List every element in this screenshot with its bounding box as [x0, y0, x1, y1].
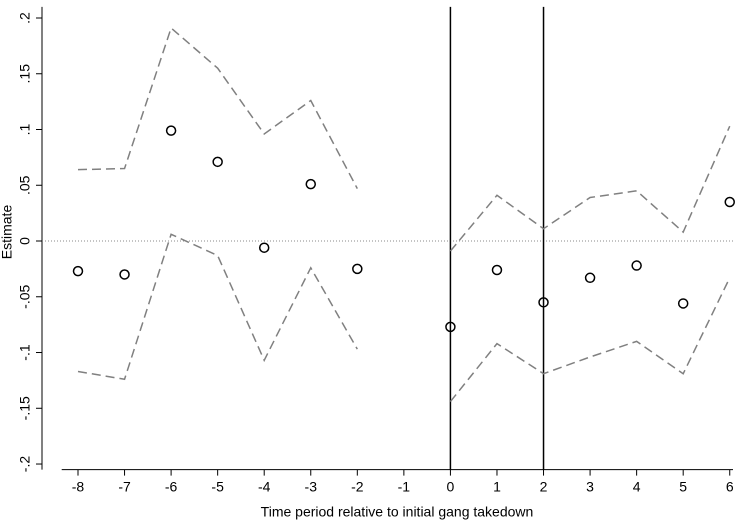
point [631, 260, 642, 271]
x-tick-label: 6 [726, 478, 734, 494]
y-tick-label: -.1 [17, 344, 33, 361]
x-tick-label: -2 [351, 478, 364, 494]
x-tick-label: 0 [447, 478, 455, 494]
y-tick-label: .1 [17, 123, 33, 135]
point [491, 264, 503, 276]
x-tick-label: 1 [493, 478, 501, 494]
y-tick-label: 0 [17, 237, 33, 245]
x-tick-label: -7 [118, 478, 131, 494]
x-tick-label: 4 [633, 478, 641, 494]
y-tick-label: -.15 [17, 396, 33, 420]
x-tick-label: -5 [211, 478, 224, 494]
point [119, 269, 130, 280]
x-tick-label: -6 [165, 478, 178, 494]
y-tick-label: -.2 [17, 456, 33, 473]
y-tick-label: .2 [17, 12, 33, 24]
point [212, 156, 223, 168]
ci-line [77, 26, 731, 252]
x-tick-label: -8 [72, 478, 85, 494]
x-tick-label: 2 [540, 478, 548, 494]
point [445, 321, 456, 333]
point [584, 272, 596, 284]
point [165, 125, 177, 136]
point [538, 297, 549, 308]
point [677, 298, 689, 309]
point [305, 178, 317, 190]
y-tick-label: .15 [17, 64, 33, 84]
x-tick-label: -1 [398, 478, 411, 494]
point [352, 263, 363, 275]
x-tick-label: 3 [586, 478, 594, 494]
x-tick-label: -3 [305, 478, 318, 494]
ci-line [77, 233, 731, 403]
y-tick-label: -.05 [17, 284, 33, 308]
y-tick-label: .05 [17, 175, 33, 195]
x-tick-label: 5 [679, 478, 687, 494]
x-axis-title: Time period relative to initial gang tak… [261, 504, 534, 520]
point [72, 265, 84, 277]
y-axis-title: Estimate [0, 205, 15, 260]
point [258, 242, 270, 253]
point [724, 196, 735, 208]
x-tick-label: -4 [258, 478, 271, 494]
